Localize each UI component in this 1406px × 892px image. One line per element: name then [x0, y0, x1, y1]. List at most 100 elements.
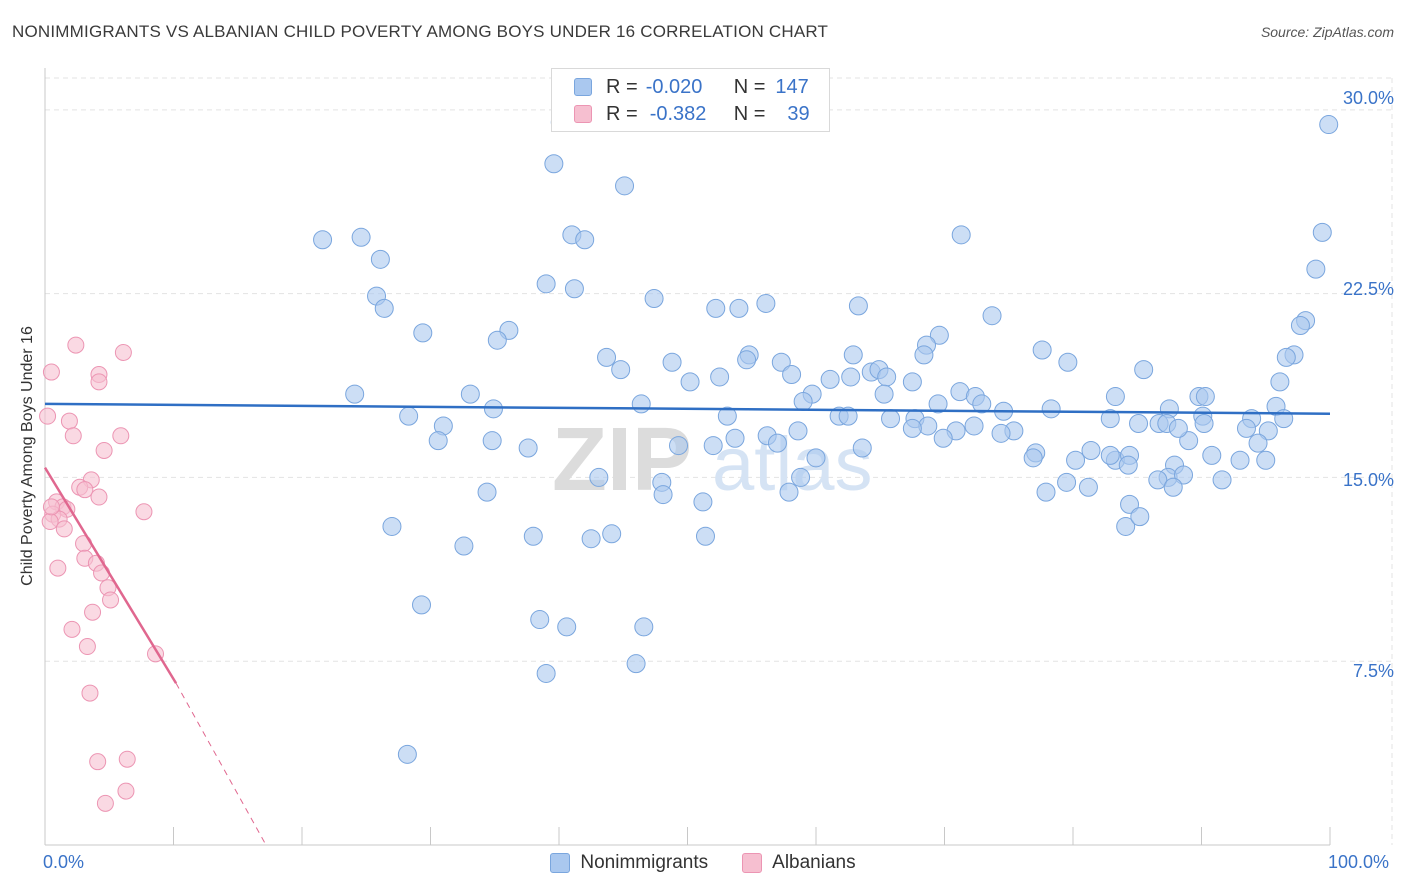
nonimmigrants-point — [370, 249, 390, 269]
nonimmigrants-point — [788, 421, 808, 441]
albanians-point — [64, 427, 82, 445]
nonimmigrants-point — [1130, 507, 1150, 527]
nonimmigrants-point — [843, 345, 863, 365]
albanians-point — [102, 591, 120, 609]
nonimmigrants-point — [982, 306, 1002, 326]
nonimmigrants-point — [518, 438, 538, 458]
nonimmigrants-point — [1319, 115, 1339, 135]
nonimmigrants-point — [626, 654, 646, 674]
nonimmigrants-point — [1100, 409, 1120, 429]
nonimmigrants-point — [902, 418, 922, 438]
nonimmigrants-point — [1236, 418, 1256, 438]
nonimmigrants-point — [928, 394, 948, 414]
albanians-point — [112, 427, 130, 445]
source-label: Source: ZipAtlas.com — [1260, 24, 1394, 40]
nonimmigrants-point — [1148, 470, 1168, 490]
nonimmigrants-point — [1230, 450, 1250, 470]
nonimmigrants-point — [806, 448, 826, 468]
legend-swatch-nonimmigrants — [550, 853, 571, 873]
albanians-point — [118, 750, 136, 768]
nonimmigrants-point — [1276, 347, 1296, 367]
nonimmigrants-point — [1163, 477, 1183, 497]
albanians-point — [89, 753, 107, 771]
nonimmigrants-point — [729, 298, 749, 318]
nonimmigrants-point — [695, 526, 715, 546]
albanians-point — [95, 441, 113, 459]
nonimmigrants-trend-line — [44, 402, 1331, 415]
nonimmigrants-point — [881, 409, 901, 429]
albanians-point — [67, 336, 85, 354]
nonimmigrants-point — [1258, 421, 1278, 441]
nonimmigrants-point — [1036, 482, 1056, 502]
nonimmigrants-point — [841, 367, 861, 387]
legend-swatch-pink — [574, 105, 592, 123]
nonimmigrants-point — [1306, 259, 1326, 279]
legend-label-albanians: Albanians — [772, 852, 856, 873]
nonimmigrants-point — [820, 369, 840, 389]
nonimmigrants-point — [1168, 418, 1188, 438]
nonimmigrants-point — [1118, 455, 1138, 475]
nonimmigrants-point — [1120, 494, 1140, 514]
nonimmigrants-point — [487, 330, 507, 350]
albanians-point — [78, 638, 96, 656]
nonimmigrants-point — [382, 516, 402, 536]
albanians-point — [49, 559, 67, 577]
y-tick-label-15: 15.0% — [1342, 470, 1394, 490]
nonimmigrants-point — [536, 663, 556, 683]
nonimmigrants-point — [852, 438, 872, 458]
nonimmigrants-point — [1212, 470, 1232, 490]
nonimmigrants-point — [631, 394, 651, 414]
nonimmigrants-point — [1100, 445, 1120, 465]
nonimmigrants-point — [1174, 465, 1194, 485]
nonimmigrants-point — [1129, 414, 1149, 434]
nonimmigrants-point — [597, 347, 617, 367]
nonimmigrants-point — [710, 367, 730, 387]
nonimmigrants-point — [454, 536, 474, 556]
nonimmigrants-point — [1116, 516, 1136, 536]
nonimmigrants-point — [662, 352, 682, 372]
nonimmigrants-point — [1312, 222, 1332, 242]
nonimmigrants-point — [779, 482, 799, 502]
legend-r-value: -0.382 — [649, 102, 707, 125]
albanians-point — [135, 503, 153, 521]
legend-r-value: -0.020 — [645, 75, 703, 98]
x-tick-label-max: 100.0% — [1328, 852, 1390, 872]
nonimmigrants-point — [653, 485, 673, 505]
nonimmigrants-point — [1195, 387, 1215, 407]
legend-label-nonimmigrants: Nonimmigrants — [580, 852, 709, 873]
nonimmigrants-point — [1194, 414, 1214, 434]
nonimmigrants-points — [313, 112, 1339, 764]
nonimmigrants-point — [1066, 450, 1086, 470]
legend-swatch-albanians — [742, 853, 763, 873]
nonimmigrants-point — [680, 372, 700, 392]
nonimmigrants-point — [523, 526, 543, 546]
nonimmigrants-point — [756, 293, 776, 313]
albanians-point — [114, 343, 132, 361]
nonimmigrants-point — [413, 323, 433, 343]
albanians-point — [81, 684, 99, 702]
nonimmigrants-point — [1270, 372, 1290, 392]
albanians-points — [39, 336, 165, 812]
nonimmigrants-point — [1290, 315, 1310, 335]
nonimmigrants-point — [477, 482, 497, 502]
nonimmigrants-point — [374, 298, 394, 318]
albanians-point — [84, 603, 102, 621]
y-tick-label-7-5: 7.5% — [1352, 661, 1394, 681]
nonimmigrants-point — [351, 227, 371, 247]
nonimmigrants-point — [706, 298, 726, 318]
nonimmigrants-point — [1105, 387, 1125, 407]
nonimmigrants-point — [482, 431, 502, 451]
trend-lines — [43, 402, 1331, 846]
grid-lines — [45, 77, 1393, 845]
nonimmigrants-point — [717, 406, 737, 426]
nonimmigrants-point — [1057, 472, 1077, 492]
nonimmigrants-point — [1023, 448, 1043, 468]
nonimmigrants-point — [397, 744, 417, 764]
nonimmigrants-point — [602, 524, 622, 544]
nonimmigrants-point — [345, 384, 365, 404]
nonimmigrants-point — [634, 617, 654, 637]
nonimmigrants-point — [428, 431, 448, 451]
nonimmigrants-point — [703, 436, 723, 456]
nonimmigrants-point — [964, 416, 984, 436]
nonimmigrants-point — [877, 367, 897, 387]
